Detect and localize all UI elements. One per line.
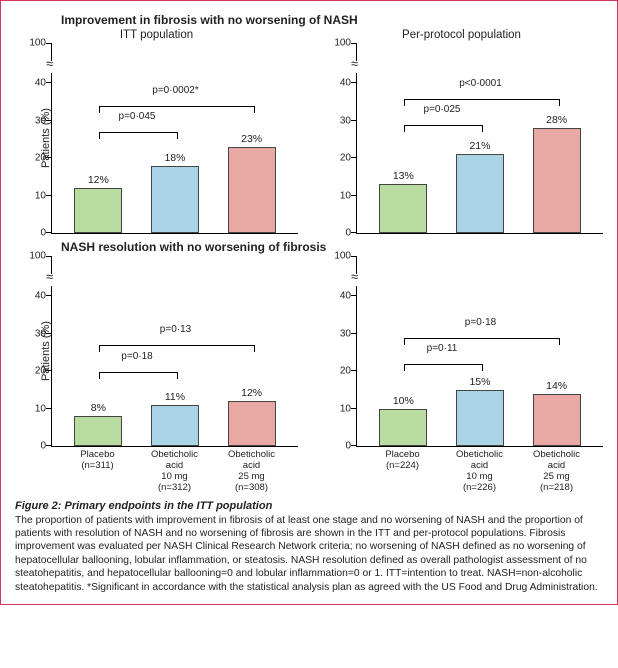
significance-bracket: [99, 345, 255, 352]
axis-break-icon: ≈: [46, 274, 58, 286]
y-tick-label: 30: [22, 115, 46, 126]
significance-text: p=0·13: [160, 324, 191, 335]
axis-break-icon: ≈: [351, 274, 363, 286]
y-tick-label: 10: [327, 190, 351, 201]
y-tick-label: 30: [22, 328, 46, 339]
y-tick-label: 20: [22, 366, 46, 377]
bar-value-label: 23%: [241, 133, 262, 145]
y-tick-label: 0: [327, 228, 351, 239]
significance-bracket: [404, 99, 560, 106]
bar: [74, 416, 122, 446]
bar: [151, 405, 199, 446]
bar: [74, 188, 122, 233]
bar: [533, 128, 581, 233]
significance-text: p<0·0001: [459, 78, 502, 89]
x-axis-label: Obeticholic acid10 mg(n=226): [452, 450, 508, 494]
bar-chart: 010203040≈10010%15%14%p=0·11p=0·18: [356, 256, 603, 447]
y-tick-label: 100: [327, 38, 351, 49]
bar: [228, 147, 276, 233]
bar: [533, 394, 581, 447]
panel-subtitle: ITT population: [15, 29, 298, 41]
y-tick-label: 30: [327, 328, 351, 339]
bar: [379, 184, 427, 233]
y-tick-label: 10: [22, 190, 46, 201]
x-axis-label: Obeticholic acid25 mg(n=308): [224, 450, 280, 494]
bar: [456, 390, 504, 446]
axis-break-icon: ≈: [351, 61, 363, 73]
significance-text: p=0·0002*: [152, 85, 198, 96]
significance-text: p=0·18: [465, 317, 496, 328]
significance-bracket: [99, 132, 178, 139]
significance-bracket: [404, 125, 483, 132]
x-axis-label: Obeticholic acid25 mg(n=218): [529, 450, 585, 494]
y-tick-label: 30: [327, 115, 351, 126]
bar-value-label: 18%: [164, 152, 185, 164]
figure-container: Improvement in fibrosis with no worsenin…: [0, 0, 618, 605]
bar-value-label: 12%: [241, 387, 262, 399]
bar-value-label: 8%: [91, 402, 106, 414]
x-axis-label: Placebo(n=311): [70, 450, 126, 494]
significance-bracket: [99, 106, 255, 113]
significance-bracket: [99, 372, 178, 379]
y-tick-label: 10: [22, 403, 46, 414]
panel-subtitle: Per-protocol population: [320, 29, 603, 41]
y-tick-label: 40: [327, 78, 351, 89]
y-tick-label: 40: [327, 291, 351, 302]
bar-value-label: 10%: [393, 395, 414, 407]
bar-value-label: 12%: [88, 174, 109, 186]
bar-value-label: 21%: [469, 140, 490, 152]
bar: [379, 409, 427, 447]
y-tick-label: 20: [327, 366, 351, 377]
bar: [456, 154, 504, 233]
y-tick-label: 0: [327, 441, 351, 452]
bar-chart: 010203040≈10013%21%28%p=0·025p<0·0001: [356, 43, 603, 234]
bar-chart: Patients (%)010203040≈1008%11%12%p=0·18p…: [51, 256, 298, 447]
bar-chart: Patients (%)010203040≈10012%18%23%p=0·04…: [51, 43, 298, 234]
y-tick-label: 100: [327, 251, 351, 262]
y-tick-label: 40: [22, 78, 46, 89]
row-title: Improvement in fibrosis with no worsenin…: [15, 13, 603, 27]
x-axis-label: Placebo(n=224): [375, 450, 431, 494]
axis-break-icon: ≈: [46, 61, 58, 73]
caption-title: Figure 2: Primary endpoints in the ITT p…: [15, 500, 603, 512]
significance-bracket: [404, 364, 483, 371]
y-tick-label: 0: [22, 441, 46, 452]
y-tick-label: 40: [22, 291, 46, 302]
bar-value-label: 28%: [546, 114, 567, 126]
bar-value-label: 14%: [546, 380, 567, 392]
y-tick-label: 10: [327, 403, 351, 414]
row-title: NASH resolution with no worsening of fib…: [15, 240, 603, 254]
bar-value-label: 13%: [393, 170, 414, 182]
y-tick-label: 0: [22, 228, 46, 239]
y-tick-label: 20: [327, 153, 351, 164]
bar: [151, 166, 199, 234]
x-axis-label: Obeticholic acid10 mg(n=312): [147, 450, 203, 494]
y-tick-label: 100: [22, 38, 46, 49]
bar-value-label: 15%: [469, 376, 490, 388]
bar: [228, 401, 276, 446]
caption-body: The proportion of patients with improvem…: [15, 514, 603, 594]
bar-value-label: 11%: [165, 391, 185, 403]
significance-bracket: [404, 338, 560, 345]
y-tick-label: 100: [22, 251, 46, 262]
y-tick-label: 20: [22, 153, 46, 164]
